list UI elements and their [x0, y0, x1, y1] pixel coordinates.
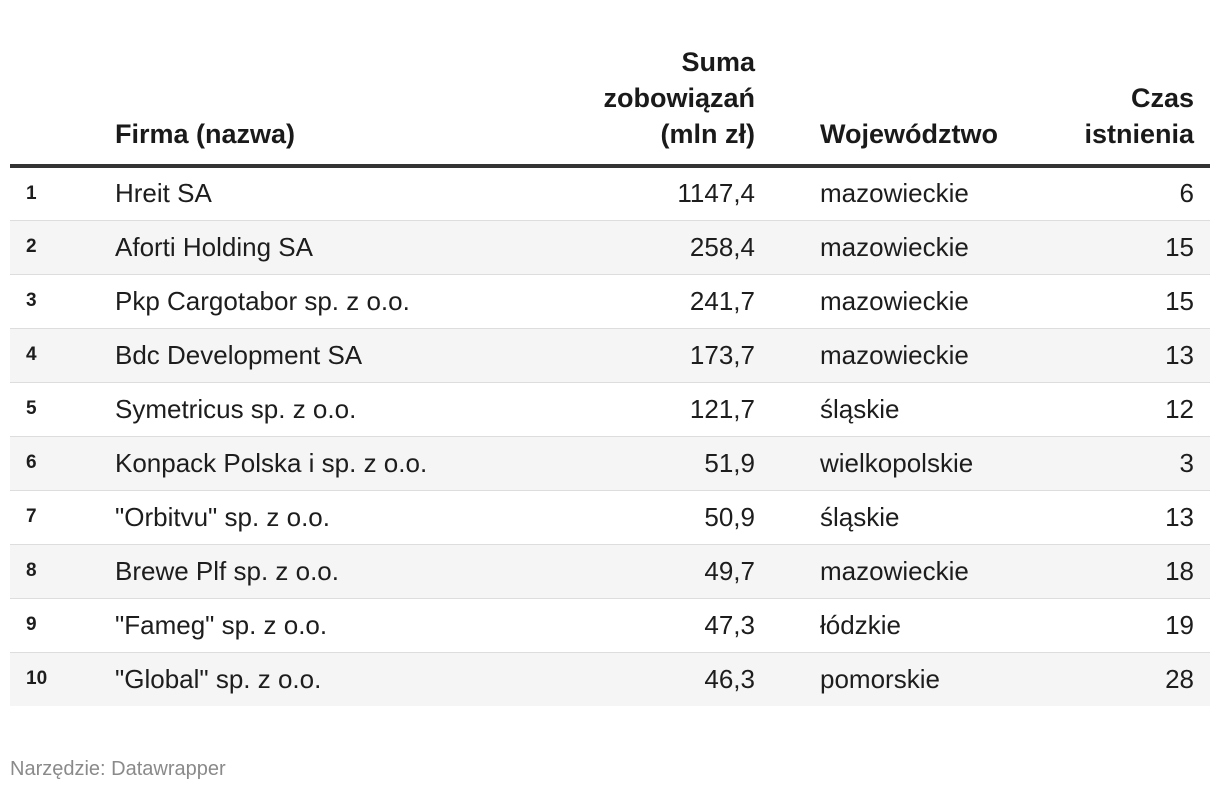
table-row: 10 "Global" sp. z o.o. 46,3 pomorskie 28: [10, 652, 1210, 706]
years-existing-cell: 13: [1045, 490, 1210, 545]
liabilities-cell: 50,9: [475, 490, 755, 545]
header-rank: [10, 44, 115, 168]
firm-name-cell: Hreit SA: [115, 166, 475, 221]
table-header: Firma (nazwa) Suma zobowiązań (mln zł) W…: [10, 44, 1210, 168]
years-existing-cell: 15: [1045, 274, 1210, 329]
header-wojewodztwo: Województwo: [755, 44, 1045, 168]
voivodeship-cell: mazowieckie: [755, 220, 1045, 275]
voivodeship-cell: śląskie: [755, 490, 1045, 545]
years-existing-cell: 19: [1045, 598, 1210, 653]
header-czas-line: Czas: [1130, 83, 1194, 113]
header-row: Firma (nazwa) Suma zobowiązań (mln zł) W…: [10, 44, 1210, 168]
firm-name-cell: "Fameg" sp. z o.o.: [115, 598, 475, 653]
years-existing-cell: 12: [1045, 382, 1210, 437]
voivodeship-cell: mazowieckie: [755, 328, 1045, 383]
liabilities-cell: 47,3: [475, 598, 755, 653]
voivodeship-cell: mazowieckie: [755, 274, 1045, 329]
liabilities-cell: 46,3: [704, 663, 755, 694]
rank-cell: 7: [10, 490, 115, 545]
years-existing-cell: 3: [1045, 436, 1210, 491]
firm-name-cell: "Global" sp. z o.o.: [115, 663, 322, 694]
header-suma: Suma zobowiązań (mln zł): [475, 44, 756, 168]
liabilities-cell: 121,7: [475, 382, 755, 437]
rank-cell: 10: [26, 668, 48, 690]
years-existing-cell: 13: [1045, 328, 1210, 383]
firm-name-cell: Symetricus sp. z o.o.: [115, 382, 475, 437]
header-czas: Czas istnienia: [1045, 44, 1210, 168]
header-firma: Firma (nazwa): [115, 44, 475, 168]
rank-cell: 3: [10, 274, 115, 329]
liabilities-cell: 49,7: [475, 544, 755, 599]
rank-cell: 4: [10, 328, 115, 383]
header-czas-line: istnienia: [1084, 119, 1194, 149]
rank-cell: 8: [10, 544, 115, 599]
header-firma-line: Firma (nazwa): [115, 119, 296, 149]
table-row: 1 Hreit SA 1147,4 mazowieckie 6: [10, 166, 1210, 221]
voivodeship-cell: wielkopolskie: [755, 436, 1045, 491]
source-note: Narzędzie: Datawrapper: [10, 758, 226, 780]
firm-name-cell: Bdc Development SA: [115, 328, 475, 383]
voivodeship-cell: łódzkie: [755, 598, 1045, 653]
data-table: Firma (nazwa) Suma zobowiązań (mln zł) W…: [10, 44, 1210, 706]
firm-name-cell: Aforti Holding SA: [115, 220, 475, 275]
rank-cell: 6: [10, 436, 115, 491]
data-table-container: Firma (nazwa) Suma zobowiązań (mln zł) W…: [10, 44, 1210, 706]
table-row: 2 Aforti Holding SA 258,4 mazowieckie 15: [10, 220, 1210, 275]
table-row: 9 "Fameg" sp. z o.o. 47,3 łódzkie 19: [10, 598, 1210, 653]
table-row: 8 Brewe Plf sp. z o.o. 49,7 mazowieckie 18: [10, 544, 1210, 599]
liabilities-cell: 173,7: [475, 328, 755, 383]
voivodeship-cell: mazowieckie: [755, 544, 1045, 599]
header-suma-line: zobowiązań: [603, 83, 755, 113]
firm-name-cell: Pkp Cargotabor sp. z o.o.: [115, 274, 475, 329]
table-body: 1 Hreit SA 1147,4 mazowieckie 6 2 Aforti Holdi…: [10, 166, 1210, 706]
header-suma-line: (mln zł): [660, 119, 756, 149]
liabilities-cell: 258,4: [475, 220, 755, 275]
table-row: 6 Konpack Polska i sp. z o.o. 51,9 wielkopo…: [10, 436, 1210, 491]
years-existing-cell: 28: [1165, 663, 1194, 694]
rank-cell: 1: [10, 166, 115, 221]
liabilities-cell: 241,7: [475, 274, 755, 329]
liabilities-cell: 51,9: [475, 436, 755, 491]
years-existing-cell: 15: [1045, 220, 1210, 275]
rank-cell: 5: [10, 382, 115, 437]
voivodeship-cell: mazowieckie: [755, 166, 1045, 221]
years-existing-cell: 18: [1045, 544, 1210, 599]
voivodeship-cell: pomorskie: [820, 663, 940, 694]
table-row: 4 Bdc Development SA 173,7 mazowieckie 13: [10, 328, 1210, 383]
firm-name-cell: Konpack Polska i sp. z o.o.: [115, 436, 475, 491]
header-suma-line: Suma: [681, 47, 755, 77]
firm-name-cell: Brewe Plf sp. z o.o.: [115, 544, 475, 599]
voivodeship-cell: śląskie: [755, 382, 1045, 437]
header-wojewodztwo-line: Województwo: [820, 119, 998, 149]
years-existing-cell: 6: [1045, 166, 1210, 221]
table-row: 3 Pkp Cargotabor sp. z o.o. 241,7 mazowieck…: [10, 274, 1210, 329]
firm-name-cell: "Orbitvu" sp. z o.o.: [115, 490, 475, 545]
liabilities-cell: 1147,4: [475, 166, 755, 221]
table-row: 5 Symetricus sp. z o.o. 121,7 śląskie 12: [10, 382, 1210, 437]
rank-cell: 9: [10, 598, 115, 653]
rank-cell: 2: [10, 220, 115, 275]
table-row: 7 "Orbitvu" sp. z o.o. 50,9 śląskie 13: [10, 490, 1210, 545]
